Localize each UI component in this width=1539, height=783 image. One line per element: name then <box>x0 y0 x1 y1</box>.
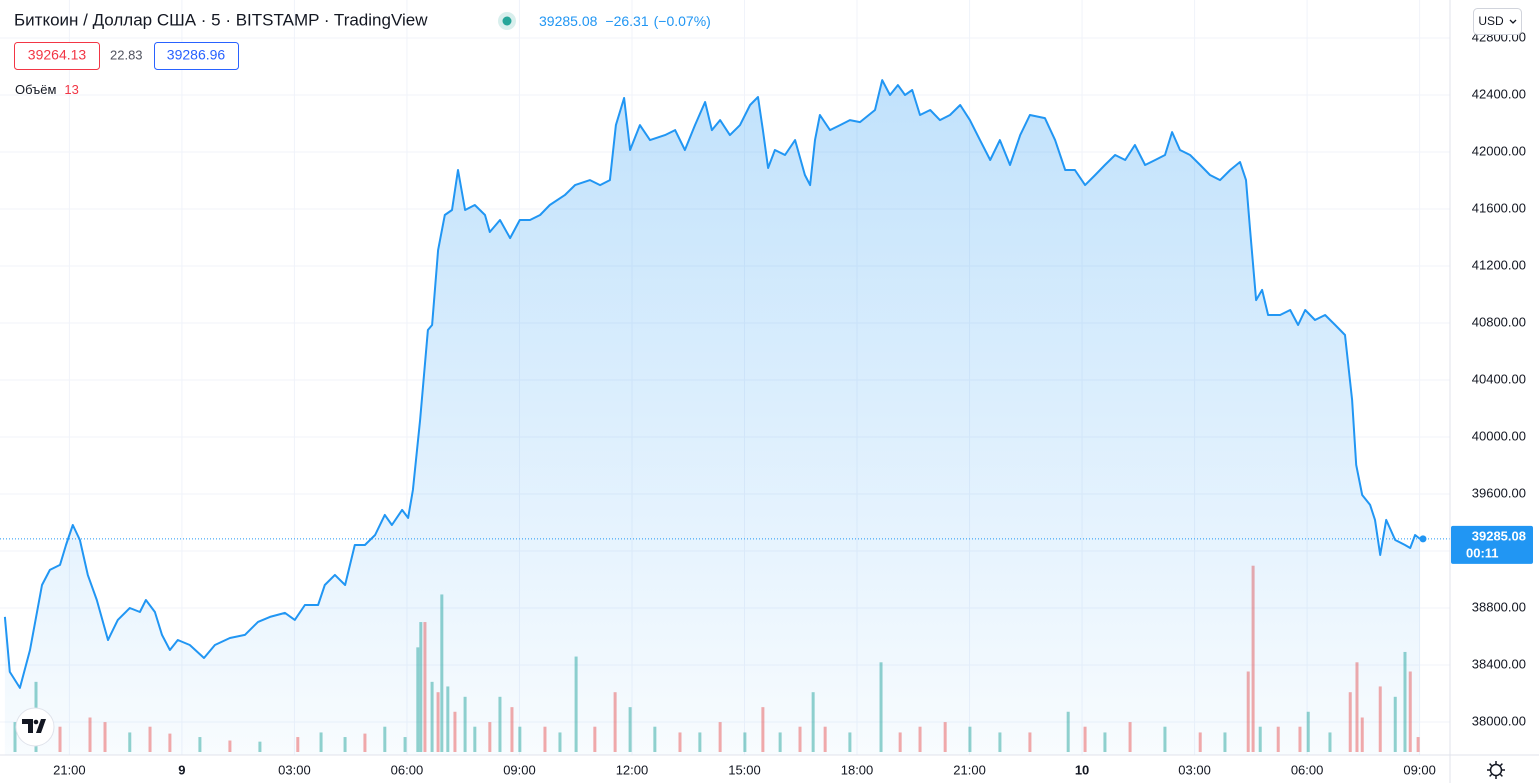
last-price-box <box>1451 525 1533 564</box>
currency-button-bg[interactable] <box>1473 8 1522 35</box>
axes: 38000.0038400.0038800.0039200.0039600.00… <box>53 29 1533 777</box>
logo-glyph <box>22 719 46 733</box>
tv-logo <box>15 707 55 747</box>
ask: 39286.96 <box>167 47 226 63</box>
ask-box <box>154 42 239 70</box>
y-tick-label: 40800.00 <box>1472 314 1526 329</box>
y-tick-label: 42000.00 <box>1472 143 1526 158</box>
settings-button[interactable] <box>1487 761 1505 779</box>
change-pct: (−0.07%) <box>654 13 711 29</box>
x-tick-label: 21:00 <box>53 762 86 777</box>
y-tick-label: 39600.00 <box>1472 485 1526 500</box>
y-tick-label: 40400.00 <box>1472 371 1526 386</box>
x-tick-label: 15:00 <box>728 762 761 777</box>
y-tick-label: 42400.00 <box>1472 86 1526 101</box>
y-tick-label: 40000.00 <box>1472 428 1526 443</box>
bid-box <box>14 42 100 70</box>
volume-legend: Объём 13 <box>15 82 79 97</box>
x-tick-label: 09:00 <box>503 762 536 777</box>
logo-bg <box>15 707 55 747</box>
currency-button[interactable]: USD <box>1473 8 1522 35</box>
x-tick-label: 12:00 <box>616 762 649 777</box>
area <box>4 80 1420 756</box>
y-tick-label: 41200.00 <box>1472 257 1526 272</box>
x-tick-label: 18:00 <box>841 762 874 777</box>
logo-dot <box>33 719 39 725</box>
last-price-dot <box>1419 535 1427 543</box>
x-tick-label: 03:00 <box>1178 762 1211 777</box>
price-info: 39285.08 −26.31 (−0.07%) <box>539 13 711 29</box>
x-tick-label: 06:00 <box>1291 762 1324 777</box>
volume-last: 13 <box>64 82 78 97</box>
volume-label: Объём <box>15 82 56 97</box>
y-tick-label: 38000.00 <box>1472 713 1526 728</box>
status-dot <box>502 16 512 26</box>
x-tick-label: 10 <box>1075 762 1089 777</box>
last-price: 39285.08 <box>539 13 598 29</box>
chevron[interactable] <box>1509 19 1517 24</box>
x-tick-label: 09:00 <box>1403 762 1436 777</box>
chart-title: Биткоин / Доллар США · 5 · BITSTAMP · Tr… <box>14 10 428 29</box>
y-tick-label: 38800.00 <box>1472 599 1526 614</box>
x-tick-label: 9 <box>178 762 185 777</box>
currency[interactable]: USD <box>1478 14 1504 28</box>
countdown: 00:11 <box>1466 545 1499 560</box>
spread: 22.83 <box>110 47 143 62</box>
gear-teeth[interactable] <box>1487 761 1505 779</box>
x-tick-label: 06:00 <box>391 762 424 777</box>
y-tick-label: 38400.00 <box>1472 656 1526 671</box>
last-price-label: 39285.08 <box>1472 528 1526 543</box>
x-tick-label: 21:00 <box>953 762 986 777</box>
price-line <box>3 79 1421 689</box>
change: −26.31 <box>605 13 648 29</box>
x-tick-label: 03:00 <box>278 762 311 777</box>
y-tick-label: 41600.00 <box>1472 200 1526 215</box>
gear[interactable] <box>1489 763 1503 777</box>
plot <box>0 79 1450 756</box>
bid: 39264.13 <box>28 47 87 63</box>
